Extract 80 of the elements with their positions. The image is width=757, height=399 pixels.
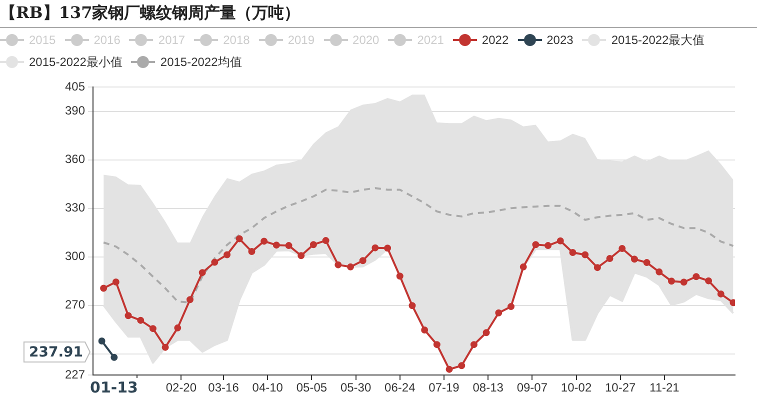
point	[508, 303, 515, 310]
point	[630, 256, 638, 263]
y-tick-label: 405	[64, 79, 86, 94]
point	[174, 324, 182, 332]
point	[137, 316, 144, 324]
point	[643, 259, 650, 266]
legend-label: 2015-2022最大值	[611, 32, 705, 49]
point	[334, 261, 342, 268]
point	[396, 272, 404, 280]
legend-label: 2022	[482, 32, 509, 49]
point	[162, 344, 169, 351]
point	[224, 251, 231, 258]
point	[520, 263, 527, 270]
legend-label: 2015-2022最小值	[29, 54, 122, 71]
point	[606, 255, 614, 262]
y-tick-label: 330	[64, 200, 86, 215]
x-tick-label: 11-21	[650, 380, 680, 394]
point	[384, 244, 392, 252]
point	[110, 354, 118, 361]
point	[569, 249, 576, 256]
x-tick-label: 05-30	[340, 380, 372, 394]
point	[236, 235, 243, 242]
x-tick-label: 10-27	[605, 380, 636, 394]
point	[482, 329, 490, 336]
point	[298, 252, 305, 260]
point	[347, 263, 354, 270]
y-tick-label: 300	[64, 249, 86, 264]
point	[668, 278, 676, 285]
point	[98, 338, 106, 345]
x-tick-label: 02-20	[166, 380, 197, 394]
x-tick-label: 09-07	[516, 380, 548, 394]
point	[544, 242, 552, 250]
point	[692, 273, 700, 280]
legend-label: 2015-2022均值	[160, 54, 242, 71]
point	[322, 237, 330, 244]
point	[582, 251, 589, 258]
text: 01-13	[90, 378, 138, 396]
point	[408, 302, 416, 310]
point	[285, 242, 292, 250]
y-tick-label: 390	[64, 104, 86, 118]
y-tick-label: 270	[64, 298, 86, 312]
point	[470, 341, 478, 348]
point	[198, 269, 206, 276]
point	[421, 326, 428, 334]
point	[495, 309, 502, 316]
chart-title: 【RB】137家钢厂螺纹钢周产量（万吨）	[0, 0, 757, 28]
point	[272, 242, 280, 249]
point	[717, 290, 724, 298]
text: 237.91	[28, 344, 83, 361]
point	[372, 244, 379, 252]
point	[705, 277, 712, 284]
point	[310, 241, 317, 248]
point	[124, 312, 132, 320]
x-tick-label: 07-19	[428, 380, 460, 394]
point	[656, 268, 663, 276]
point	[433, 341, 440, 348]
point	[100, 284, 108, 292]
point	[260, 238, 268, 245]
point	[680, 278, 688, 286]
point	[149, 325, 156, 332]
point	[556, 237, 564, 244]
x-tick-label: 06-24	[384, 380, 416, 394]
y-tick-label: 360	[64, 152, 86, 166]
x-tick-label: 04-10	[252, 380, 284, 394]
point	[112, 278, 120, 286]
point	[532, 241, 540, 248]
point	[594, 264, 601, 272]
point	[446, 366, 453, 373]
x-tick-label: 03-16	[208, 380, 240, 394]
point	[211, 258, 218, 266]
point	[458, 362, 466, 370]
y-tick-label: 227	[64, 367, 86, 382]
x-tick-label: 08-13	[472, 380, 504, 394]
x-tick-label: 10-02	[560, 380, 592, 394]
legend-label: 2023	[546, 32, 574, 49]
point	[248, 248, 256, 256]
point	[618, 244, 626, 252]
point	[359, 257, 366, 264]
point	[186, 296, 194, 304]
x-tick-label: 05-05	[296, 380, 328, 394]
